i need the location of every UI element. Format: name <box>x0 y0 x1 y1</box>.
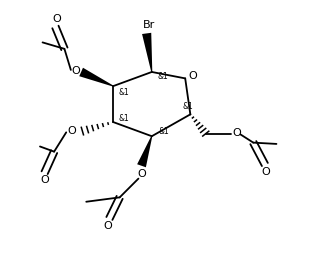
Text: O: O <box>52 14 61 24</box>
Text: &1: &1 <box>157 72 168 81</box>
Text: O: O <box>104 221 113 231</box>
Text: O: O <box>232 128 241 138</box>
Text: &1: &1 <box>118 114 129 124</box>
Text: O: O <box>262 167 271 177</box>
Text: O: O <box>67 126 76 136</box>
Text: &1: &1 <box>182 102 193 111</box>
Polygon shape <box>137 136 152 167</box>
Text: &1: &1 <box>159 126 169 136</box>
Text: O: O <box>188 71 197 81</box>
Text: &1: &1 <box>118 88 129 97</box>
Text: O: O <box>138 169 146 179</box>
Text: Br: Br <box>143 20 155 30</box>
Polygon shape <box>142 33 152 72</box>
Polygon shape <box>79 68 114 87</box>
Text: O: O <box>40 176 49 185</box>
Text: O: O <box>71 66 80 76</box>
